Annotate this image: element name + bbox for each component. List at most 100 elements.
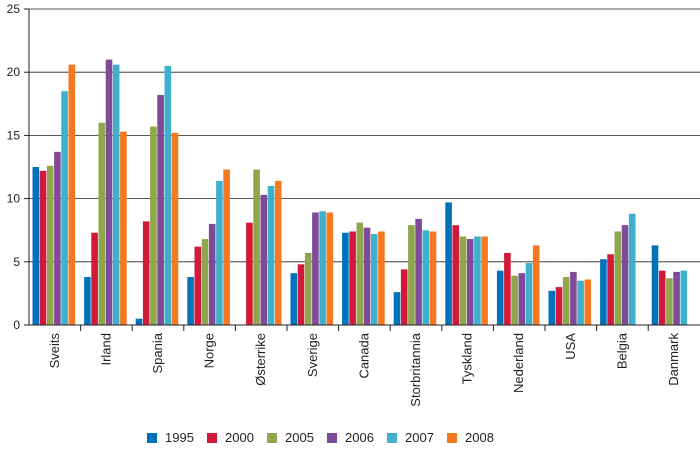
bar-2000-Spania <box>142 221 150 325</box>
category-label: Irland <box>98 333 113 366</box>
axes <box>24 8 700 331</box>
bar-2005-Norge <box>201 239 209 325</box>
category-label: USA <box>563 333 578 360</box>
category-label: Østerrike <box>253 333 268 386</box>
bar-2005-Tyskland <box>459 236 467 325</box>
bar-1995-USA <box>548 290 556 325</box>
bar-2008-Norge <box>223 169 230 325</box>
bar-2006-USA <box>570 271 577 325</box>
legend-label: 2006 <box>345 430 374 445</box>
bar-1995-Tyskland <box>445 202 452 325</box>
bar-2007-USA <box>577 280 584 325</box>
bar-1995-Sveits <box>32 167 40 325</box>
bar-2007-Østerrike <box>267 185 275 325</box>
bar-2005-Sveits <box>46 165 54 325</box>
bar-2007-Tyskland <box>474 236 481 325</box>
bar-2007-Storbritannia <box>422 230 430 325</box>
category-label: Sveits <box>47 333 62 369</box>
bar-2006-Norge <box>208 223 216 325</box>
legend: 1995 2000 2005 2006 2007 2008 <box>147 430 494 445</box>
y-tick-label: 10 <box>7 192 21 206</box>
bar-2007-Sveits <box>61 91 68 325</box>
bar-2008-Sveits <box>68 64 76 326</box>
bar-2006-Sverige <box>312 212 319 325</box>
bar-2007-Sverige <box>319 211 326 325</box>
y-tick-label: 25 <box>7 2 21 16</box>
legend-swatch <box>147 433 157 443</box>
bar-2005-Storbritannia <box>408 225 415 325</box>
y-tick-label: 5 <box>13 255 20 269</box>
category-label: Norge <box>202 333 217 368</box>
bar-2008-Nederland <box>532 245 540 325</box>
bar-2005-Spania <box>150 126 157 325</box>
bar-2008-USA <box>584 279 592 325</box>
bar-2007-Canada <box>370 233 378 325</box>
gridlines <box>29 8 700 263</box>
bar-1995-Norge <box>187 276 194 325</box>
legend-item-2007: 2007 <box>387 430 434 445</box>
bar-2007-Irland <box>112 64 120 326</box>
bar-2006-Canada <box>363 227 371 325</box>
legend-item-2008: 2008 <box>447 430 494 445</box>
bar-1995-Storbritannia <box>393 292 401 325</box>
legend-item-1995: 1995 <box>147 430 194 445</box>
legend-label: 2005 <box>285 430 314 445</box>
bar-2000-Norge <box>194 246 202 325</box>
bar-1995-Sverige <box>290 273 298 325</box>
bar-2008-Irland <box>120 131 127 325</box>
bar-2007-Danmark <box>680 270 688 325</box>
legend-swatch <box>207 433 217 443</box>
bar-2005-USA <box>562 276 570 325</box>
category-label: Belgia <box>614 332 629 369</box>
bar-2006-Danmark <box>673 271 680 325</box>
bar-2000-Nederland <box>504 252 511 325</box>
category-label: Nederland <box>511 333 526 393</box>
bar-2000-Canada <box>349 231 356 325</box>
legend-label: 2007 <box>405 430 434 445</box>
bar-2006-Nederland <box>518 273 526 325</box>
bar-2000-Irland <box>91 232 98 325</box>
bar-2005-Belgia <box>614 231 622 325</box>
bar-2006-Sveits <box>54 151 61 325</box>
legend-item-2006: 2006 <box>327 430 374 445</box>
bar-2007-Norge <box>216 180 223 325</box>
bar-2005-Irland <box>98 122 106 325</box>
bar-2005-Danmark <box>666 278 673 325</box>
bar-2000-USA <box>555 287 563 325</box>
bar-2008-Tyskland <box>481 236 488 325</box>
y-tick-label: 20 <box>7 65 21 79</box>
bar-1995-Irland <box>84 276 91 325</box>
category-label: Danmark <box>666 333 681 386</box>
category-label: Tyskland <box>460 333 475 384</box>
y-tick-label: 15 <box>7 128 21 142</box>
bar-2000-Sverige <box>297 264 305 325</box>
bar-2000-Belgia <box>607 254 614 325</box>
bar-2005-Sverige <box>304 252 312 325</box>
bar-2006-Storbritannia <box>415 218 422 325</box>
legend-item-2000: 2000 <box>207 430 254 445</box>
bar-2005-Nederland <box>511 275 518 325</box>
bar-2005-Canada <box>356 222 364 325</box>
bar-2000-Sveits <box>39 170 47 325</box>
legend-swatch <box>387 433 397 443</box>
bar-2000-Østerrike <box>246 222 253 325</box>
bar-2008-Østerrike <box>274 180 282 325</box>
bar-1995-Belgia <box>600 259 607 325</box>
bar-2007-Nederland <box>525 263 533 325</box>
bar-2005-Østerrike <box>253 169 260 325</box>
bar-1995-Danmark <box>651 245 659 325</box>
bar-2006-Tyskland <box>466 239 474 325</box>
bar-2006-Belgia <box>621 225 629 325</box>
legend-swatch <box>267 433 277 443</box>
legend-swatch <box>447 433 457 443</box>
bar-2008-Canada <box>378 231 385 325</box>
bar-2008-Spania <box>171 132 179 325</box>
legend-item-2005: 2005 <box>267 430 314 445</box>
legend-label: 2008 <box>465 430 494 445</box>
bar-2007-Spania <box>164 65 172 325</box>
bar-1995-Nederland <box>496 270 504 325</box>
legend-label: 1995 <box>165 430 194 445</box>
bar-2006-Spania <box>157 94 164 325</box>
